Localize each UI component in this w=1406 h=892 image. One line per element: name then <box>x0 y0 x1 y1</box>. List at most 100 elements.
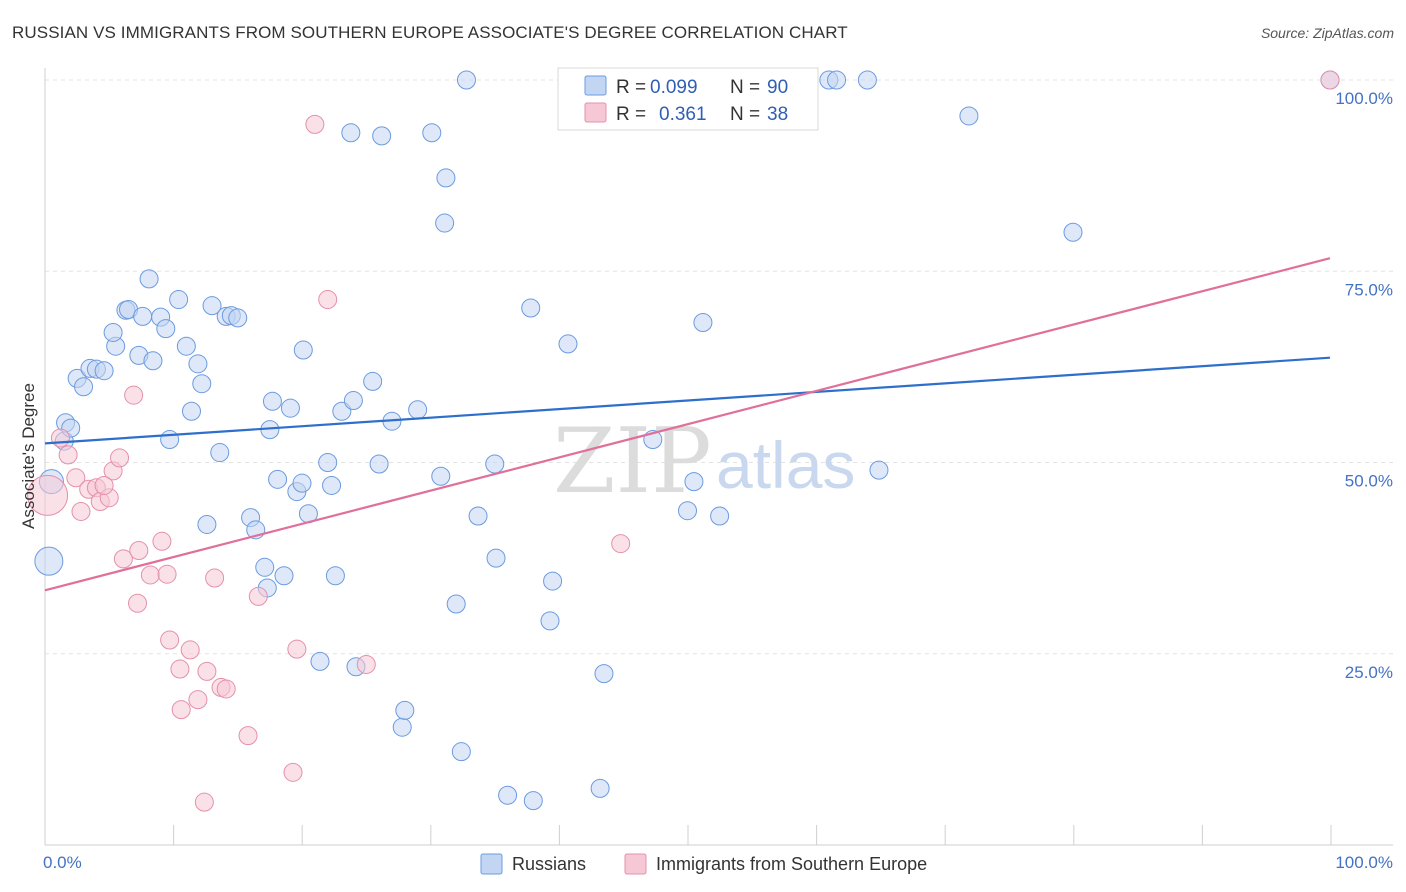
point-immigrants-19 <box>171 700 191 720</box>
point-russians-31 <box>228 308 248 328</box>
point-immigrants-17 <box>160 630 180 650</box>
y-axis-title: Associate's Degree <box>19 383 38 529</box>
gridlines <box>45 79 1393 655</box>
legend-r-value-immigrants: 0.361 <box>659 104 707 125</box>
trend-lines <box>44 257 1331 592</box>
point-immigrants-15 <box>152 531 172 551</box>
point-russians-45 <box>310 651 330 671</box>
bottom-legend: Russians Immigrants from Southern Europe <box>480 853 927 875</box>
legend-r-value-russians: 0.099 <box>650 77 698 98</box>
trend-line-immigrants <box>44 257 1331 592</box>
point-russians-16 <box>139 269 159 289</box>
point-russians-68 <box>485 454 505 474</box>
point-russians-57 <box>392 717 412 737</box>
point-russians-21 <box>169 290 189 310</box>
legend-n-label-russians: N = <box>730 77 760 98</box>
point-russians-76 <box>590 778 610 798</box>
point-immigrants-24 <box>205 568 225 588</box>
chart-title: RUSSIAN VS IMMIGRANTS FROM SOUTHERN EURO… <box>12 23 848 42</box>
trend-line-russians <box>44 356 1331 445</box>
point-russians-42 <box>292 473 312 493</box>
point-immigrants-30 <box>287 639 307 659</box>
point-russians-53 <box>363 371 383 391</box>
point-russians-47 <box>322 475 342 495</box>
x-tick-label-left: 0.0% <box>43 853 82 872</box>
legend-r-label-immigrants: R = <box>616 104 646 125</box>
point-immigrants-2 <box>58 445 78 465</box>
point-russians-20 <box>160 430 180 450</box>
y-tick-label-75: 75.0% <box>1345 280 1393 299</box>
point-russians-23 <box>181 401 201 421</box>
point-russians-43 <box>293 340 313 360</box>
point-immigrants-32 <box>318 290 338 310</box>
legend-n-value-immigrants: 38 <box>767 104 788 125</box>
point-russians-28 <box>210 443 230 463</box>
point-russians-51 <box>343 391 363 411</box>
watermark-atlas: atlas <box>716 428 855 502</box>
point-immigrants-35 <box>611 534 631 554</box>
legend-n-label-immigrants: N = <box>730 104 760 125</box>
point-russians-81 <box>693 313 713 333</box>
point-russians-0 <box>34 546 64 576</box>
legend-n-value-russians: 90 <box>767 77 788 98</box>
bottom-legend-swatch-russians <box>480 853 503 875</box>
point-russians-77 <box>594 664 614 684</box>
point-russians-86 <box>869 460 889 480</box>
watermark: ZIP atlas <box>553 409 855 514</box>
point-russians-46 <box>318 453 338 472</box>
point-russians-72 <box>523 791 543 811</box>
point-russians-34 <box>255 557 275 577</box>
point-russians-58 <box>395 700 415 720</box>
point-russians-63 <box>435 213 455 233</box>
point-immigrants-26 <box>216 679 236 699</box>
point-russians-6 <box>74 377 94 397</box>
point-russians-59 <box>408 400 428 420</box>
point-immigrants-18 <box>170 659 190 679</box>
point-russians-38 <box>268 469 288 489</box>
point-russians-87 <box>959 106 979 126</box>
watermark-zip: ZIP <box>553 409 712 514</box>
point-russians-61 <box>431 466 451 486</box>
point-immigrants-0 <box>27 474 69 516</box>
point-russians-27 <box>202 296 222 316</box>
x-tick-label-right: 100.0% <box>1335 853 1393 872</box>
point-russians-73 <box>540 611 560 631</box>
point-immigrants-22 <box>194 792 214 812</box>
point-russians-69 <box>486 548 506 568</box>
point-russians-9 <box>94 361 114 381</box>
point-russians-71 <box>521 298 541 318</box>
bottom-legend-label-russians: Russians <box>512 854 586 874</box>
point-russians-64 <box>446 594 466 614</box>
point-russians-67 <box>468 506 488 526</box>
point-russians-37 <box>262 391 282 411</box>
point-russians-82 <box>710 506 730 526</box>
source-label: Source: ZipAtlas.com <box>1260 25 1394 41</box>
point-russians-11 <box>103 322 123 342</box>
bottom-legend-label-immigrants: Immigrants from Southern Europe <box>656 854 927 874</box>
point-immigrants-1 <box>50 428 70 448</box>
point-russians-75 <box>558 334 578 354</box>
point-russians-48 <box>325 566 345 586</box>
point-russians-25 <box>192 374 212 394</box>
point-immigrants-13 <box>129 540 149 560</box>
point-immigrants-34 <box>128 593 148 613</box>
point-russians-39 <box>274 566 294 586</box>
point-immigrants-4 <box>71 501 91 521</box>
point-immigrants-16 <box>157 564 177 584</box>
axes <box>44 68 1393 846</box>
point-russians-17 <box>143 351 163 371</box>
y-tick-labels: 25.0% 50.0% 75.0% 100.0% <box>1335 89 1393 682</box>
point-russians-66 <box>456 70 476 90</box>
point-russians-84 <box>827 70 847 90</box>
point-immigrants-23 <box>197 661 217 681</box>
point-russians-65 <box>451 742 471 762</box>
point-immigrants-27 <box>238 726 258 746</box>
point-russians-88 <box>1063 222 1083 242</box>
point-immigrants-31 <box>305 114 325 134</box>
point-russians-15 <box>133 306 153 326</box>
point-russians-24 <box>188 354 208 374</box>
point-immigrants-20 <box>180 640 200 660</box>
point-immigrants-12 <box>124 385 144 405</box>
point-immigrants-14 <box>140 565 160 585</box>
